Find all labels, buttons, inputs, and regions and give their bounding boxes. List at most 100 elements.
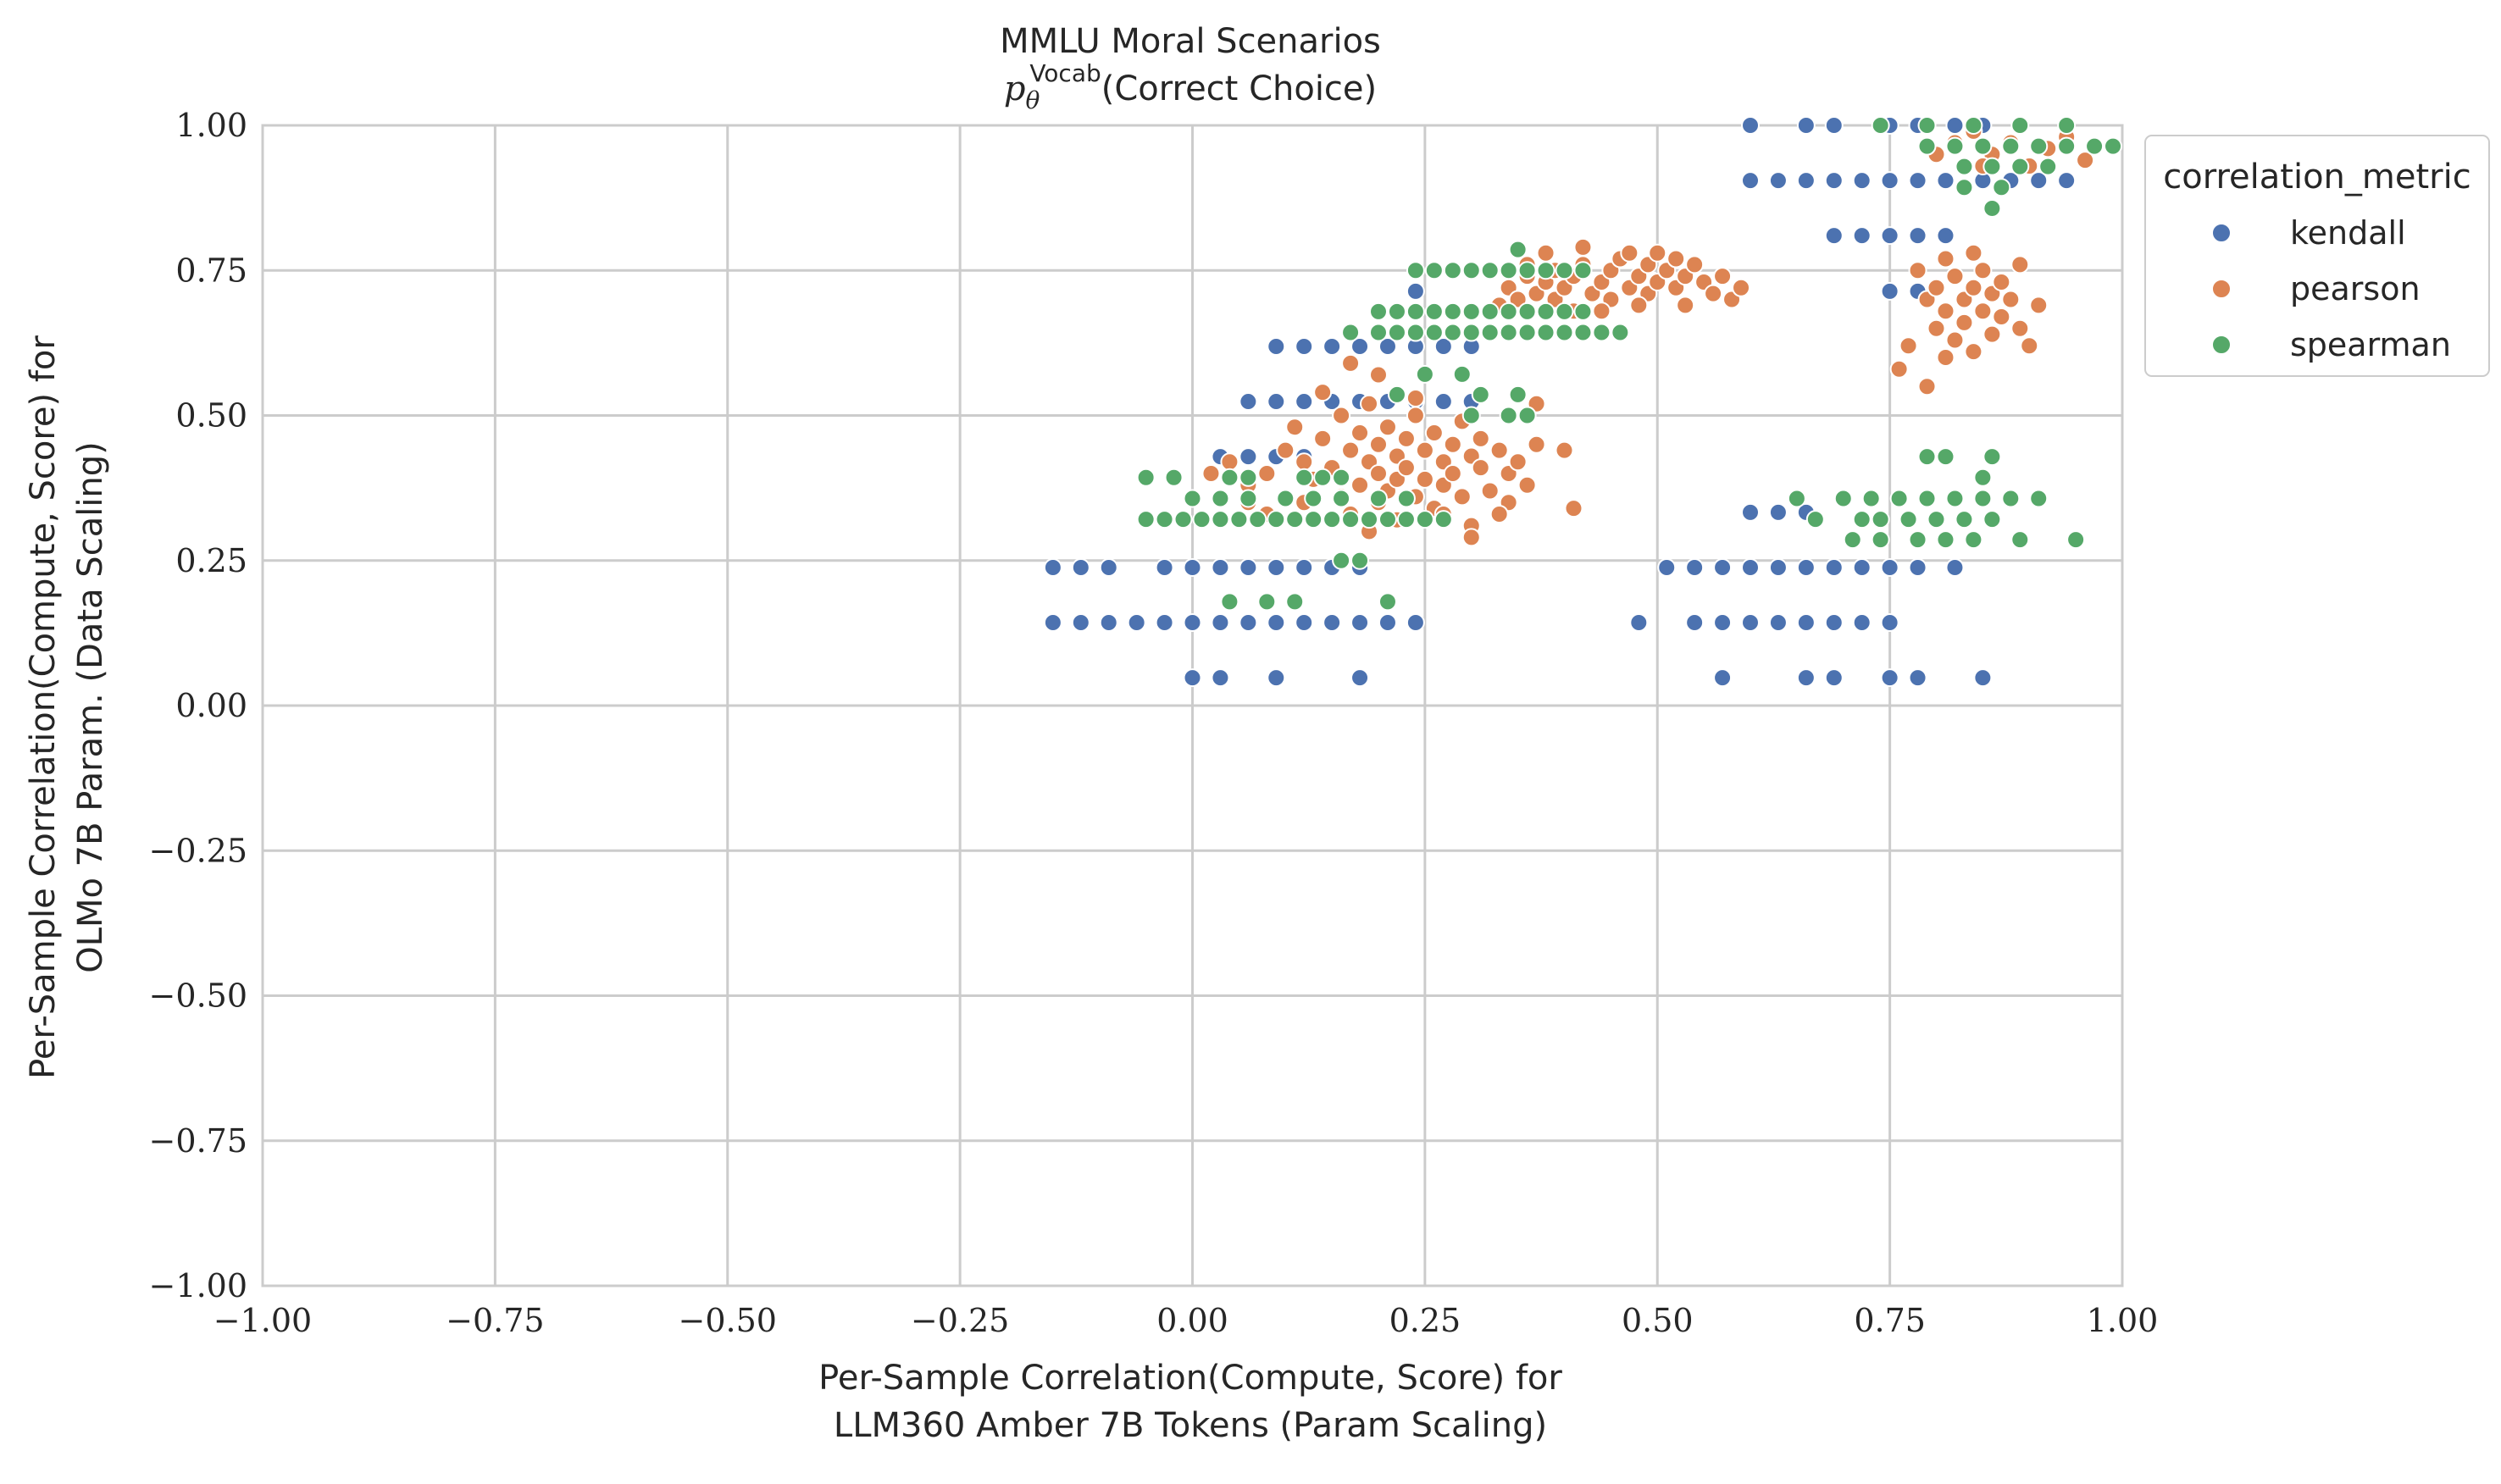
subtitle-sup: Vocab — [1029, 59, 1101, 87]
data-point-pearson — [1341, 353, 1361, 373]
data-point-pearson — [1415, 469, 1434, 489]
data-point-pearson — [1489, 504, 1509, 523]
data-point-kendall — [1323, 336, 1342, 356]
data-point-pearson — [1676, 296, 1695, 315]
data-point-pearson — [1889, 359, 1909, 379]
data-point-kendall — [1796, 557, 1816, 577]
data-point-spearman — [1508, 385, 1528, 404]
legend-label-pearson: pearson — [2290, 270, 2421, 307]
data-point-kendall — [1768, 613, 1788, 633]
data-point-pearson — [1527, 435, 1546, 454]
data-point-spearman — [1517, 323, 1537, 342]
data-point-spearman — [1276, 489, 1295, 508]
data-point-kendall — [1945, 116, 1965, 135]
data-point-spearman — [1378, 510, 1397, 529]
data-point-spearman — [1982, 447, 2002, 467]
data-point-spearman — [2010, 116, 2030, 135]
data-point-spearman — [1434, 510, 1453, 529]
data-point-spearman — [1424, 261, 1444, 280]
data-point-pearson — [1973, 302, 1993, 321]
data-point-spearman — [1480, 302, 1500, 321]
data-point-spearman — [1415, 510, 1434, 529]
data-point-spearman — [1936, 530, 1955, 550]
data-point-spearman — [1917, 136, 1937, 156]
data-point-kendall — [1323, 613, 1342, 633]
legend-label-spearman: spearman — [2290, 326, 2451, 363]
data-point-spearman — [1787, 489, 1806, 508]
data-point-pearson — [1378, 418, 1397, 437]
data-point-spearman — [1843, 530, 1862, 550]
data-point-pearson — [1982, 324, 2002, 344]
data-point-spearman — [1955, 510, 1974, 529]
legend-box — [2144, 135, 2490, 377]
data-point-spearman — [1889, 489, 1909, 508]
data-point-kendall — [1657, 557, 1677, 577]
plot-frame — [261, 124, 2124, 1287]
data-point-spearman — [1517, 261, 1537, 280]
data-point-kendall — [1824, 557, 1844, 577]
data-point-spearman — [1304, 510, 1323, 529]
data-point-kendall — [1908, 668, 1927, 688]
data-point-spearman — [1369, 489, 1388, 508]
x-axis-label-line1: Per-Sample Correlation(Compute, Score) f… — [818, 1359, 1562, 1398]
data-point-kendall — [1768, 171, 1788, 191]
data-point-pearson — [1369, 435, 1388, 454]
data-point-pearson — [1927, 318, 1946, 338]
data-point-kendall — [2057, 171, 2077, 191]
data-point-kendall — [1741, 502, 1760, 522]
data-point-kendall — [1936, 226, 1955, 246]
data-point-spearman — [1173, 510, 1193, 529]
data-point-kendall — [1824, 116, 1844, 135]
y-tick-label: 0.50 — [175, 397, 247, 435]
data-point-kendall — [1071, 613, 1090, 633]
data-point-spearman — [1499, 406, 1518, 425]
data-point-kendall — [1267, 392, 1286, 412]
legend: correlation_metric kendall pearson spearma… — [2144, 135, 2490, 377]
data-point-spearman — [1908, 530, 1927, 550]
data-point-spearman — [1871, 530, 1890, 550]
x-tick-label: −0.75 — [446, 1302, 544, 1339]
data-point-pearson — [1555, 440, 1574, 460]
data-point-kendall — [1973, 668, 1993, 688]
data-point-pearson — [1341, 440, 1361, 460]
data-point-kendall — [1768, 502, 1788, 522]
data-point-spearman — [2104, 136, 2123, 156]
y-tick-label: 1.00 — [175, 107, 247, 144]
data-point-pearson — [1648, 243, 1667, 263]
data-point-spearman — [1992, 178, 2011, 197]
legend-marker-spearman — [2211, 335, 2232, 355]
data-point-spearman — [2085, 136, 2104, 156]
data-point-spearman — [2029, 136, 2049, 156]
data-point-kendall — [1880, 171, 1899, 191]
data-point-pearson — [1415, 440, 1434, 460]
data-point-kendall — [1741, 116, 1760, 135]
x-tick-label: 0.25 — [1389, 1302, 1461, 1339]
data-point-kendall — [1852, 613, 1872, 633]
x-tick-labels: −1.00 −0.75 −0.50 −0.25 0.00 0.25 0.50 0.75 1.00 — [214, 1302, 2159, 1339]
data-point-pearson — [1220, 452, 1239, 472]
data-point-pearson — [1704, 284, 1723, 303]
data-point-pearson — [1461, 528, 1481, 547]
data-point-pearson — [1917, 377, 1937, 396]
data-point-spearman — [1341, 323, 1361, 342]
data-point-spearman — [2010, 157, 2030, 176]
data-point-kendall — [1071, 557, 1090, 577]
data-point-spearman — [1536, 261, 1556, 280]
data-point-spearman — [1955, 178, 1974, 197]
data-point-spearman — [1955, 157, 1974, 176]
data-point-spearman — [1257, 592, 1277, 612]
data-point-kendall — [1099, 613, 1118, 633]
data-point-kendall — [1713, 668, 1733, 688]
data-point-spearman — [1164, 468, 1184, 487]
data-point-kendall — [1434, 336, 1453, 356]
data-point-spearman — [1387, 302, 1406, 321]
data-point-pearson — [1927, 278, 1946, 297]
data-point-kendall — [1183, 668, 1202, 688]
data-point-pearson — [1508, 290, 1528, 309]
data-point-spearman — [1387, 323, 1406, 342]
data-point-spearman — [1499, 323, 1518, 342]
data-point-kendall — [1880, 226, 1899, 246]
data-point-pearson — [1908, 261, 1927, 280]
x-tick-label: 0.00 — [1156, 1302, 1228, 1339]
